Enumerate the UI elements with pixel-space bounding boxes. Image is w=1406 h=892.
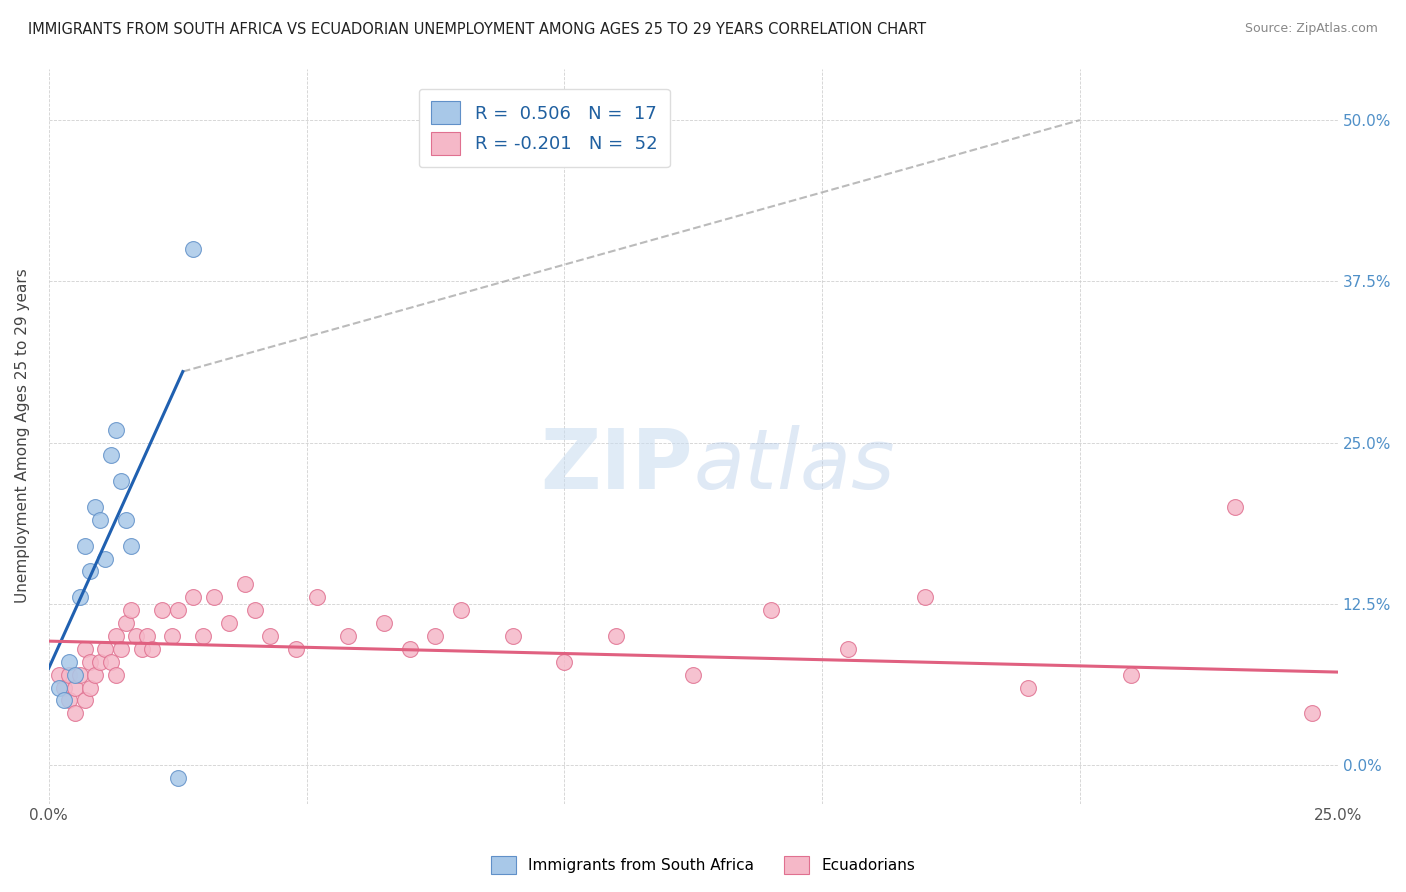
Point bbox=[84, 667, 107, 681]
Point bbox=[131, 641, 153, 656]
Point bbox=[58, 667, 80, 681]
Point bbox=[73, 539, 96, 553]
Legend: R =  0.506   N =  17, R = -0.201   N =  52: R = 0.506 N = 17, R = -0.201 N = 52 bbox=[419, 88, 669, 168]
Point bbox=[233, 577, 256, 591]
Point bbox=[63, 681, 86, 695]
Point bbox=[1301, 706, 1323, 721]
Text: atlas: atlas bbox=[693, 425, 894, 506]
Point bbox=[837, 641, 859, 656]
Point bbox=[502, 629, 524, 643]
Point bbox=[53, 693, 76, 707]
Point bbox=[73, 641, 96, 656]
Point bbox=[373, 616, 395, 631]
Point bbox=[48, 681, 70, 695]
Point bbox=[104, 629, 127, 643]
Point bbox=[120, 539, 142, 553]
Point bbox=[73, 693, 96, 707]
Point bbox=[759, 603, 782, 617]
Point bbox=[79, 681, 101, 695]
Point bbox=[104, 667, 127, 681]
Point bbox=[79, 565, 101, 579]
Point bbox=[100, 655, 122, 669]
Point bbox=[166, 771, 188, 785]
Point bbox=[202, 591, 225, 605]
Point bbox=[1121, 667, 1143, 681]
Point bbox=[110, 641, 132, 656]
Point bbox=[162, 629, 184, 643]
Point bbox=[166, 603, 188, 617]
Text: ZIP: ZIP bbox=[541, 425, 693, 506]
Point bbox=[553, 655, 575, 669]
Point bbox=[259, 629, 281, 643]
Point bbox=[115, 616, 138, 631]
Point bbox=[425, 629, 447, 643]
Point bbox=[193, 629, 215, 643]
Point bbox=[125, 629, 148, 643]
Y-axis label: Unemployment Among Ages 25 to 29 years: Unemployment Among Ages 25 to 29 years bbox=[15, 268, 30, 604]
Point bbox=[100, 449, 122, 463]
Point bbox=[150, 603, 173, 617]
Point bbox=[104, 423, 127, 437]
Text: Source: ZipAtlas.com: Source: ZipAtlas.com bbox=[1244, 22, 1378, 36]
Legend: Immigrants from South Africa, Ecuadorians: Immigrants from South Africa, Ecuadorian… bbox=[485, 850, 921, 880]
Point bbox=[682, 667, 704, 681]
Point bbox=[53, 681, 76, 695]
Point bbox=[135, 629, 157, 643]
Point bbox=[58, 655, 80, 669]
Point bbox=[94, 551, 117, 566]
Point bbox=[115, 513, 138, 527]
Point bbox=[914, 591, 936, 605]
Point bbox=[1223, 500, 1246, 514]
Point bbox=[89, 655, 111, 669]
Point bbox=[285, 641, 308, 656]
Point bbox=[450, 603, 472, 617]
Point bbox=[84, 500, 107, 514]
Point bbox=[63, 706, 86, 721]
Point bbox=[336, 629, 359, 643]
Point bbox=[48, 667, 70, 681]
Point bbox=[605, 629, 627, 643]
Point bbox=[218, 616, 240, 631]
Point bbox=[58, 693, 80, 707]
Text: IMMIGRANTS FROM SOUTH AFRICA VS ECUADORIAN UNEMPLOYMENT AMONG AGES 25 TO 29 YEAR: IMMIGRANTS FROM SOUTH AFRICA VS ECUADORI… bbox=[28, 22, 927, 37]
Point bbox=[94, 641, 117, 656]
Point bbox=[305, 591, 328, 605]
Point bbox=[89, 513, 111, 527]
Point bbox=[1017, 681, 1039, 695]
Point bbox=[141, 641, 163, 656]
Point bbox=[181, 242, 204, 256]
Point bbox=[243, 603, 266, 617]
Point bbox=[69, 591, 91, 605]
Point bbox=[63, 667, 86, 681]
Point bbox=[69, 667, 91, 681]
Point bbox=[398, 641, 420, 656]
Point bbox=[120, 603, 142, 617]
Point bbox=[110, 474, 132, 488]
Point bbox=[181, 591, 204, 605]
Point bbox=[79, 655, 101, 669]
